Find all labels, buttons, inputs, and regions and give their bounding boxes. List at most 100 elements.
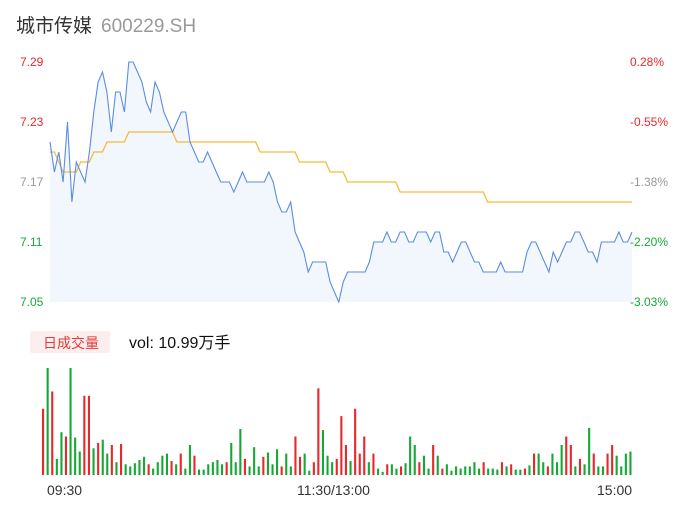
- volume-bar: [303, 453, 306, 475]
- volume-bar: [234, 462, 237, 475]
- volume-bar: [409, 436, 412, 475]
- volume-bar: [120, 444, 123, 475]
- volume-bar: [546, 466, 549, 475]
- volume-bar: [106, 453, 109, 475]
- average-price-line: [50, 131, 632, 203]
- volume-bar: [367, 462, 370, 475]
- y-tick-label-right: 0.28%: [630, 55, 664, 69]
- y-axis-right: 0.28% -0.55% -1.38% -2.20% -3.03%: [630, 55, 668, 309]
- volume-bar: [179, 453, 182, 475]
- volume-bars: [42, 368, 632, 476]
- volume-bar: [92, 448, 95, 476]
- volume-bar: [395, 468, 398, 475]
- volume-bar: [533, 453, 536, 475]
- volume-bar: [335, 458, 338, 475]
- volume-bar: [620, 466, 623, 475]
- volume-bar: [386, 464, 389, 475]
- volume-bar: [514, 469, 517, 475]
- volume-bar: [83, 395, 86, 475]
- volume-badge-label: 日成交量: [43, 335, 99, 351]
- volume-bar: [569, 445, 572, 475]
- volume-bar: [198, 469, 201, 475]
- volume-bar: [147, 464, 150, 475]
- volume-bar: [266, 452, 269, 475]
- volume-bar: [87, 395, 90, 475]
- volume-bar: [363, 436, 366, 475]
- stock-code: 600229.SH: [101, 16, 196, 37]
- volume-bar: [606, 453, 609, 475]
- volume-bar: [542, 462, 545, 475]
- volume-bar: [280, 466, 283, 475]
- volume-bar: [321, 430, 324, 475]
- volume-bar: [464, 466, 467, 475]
- volume-bar: [482, 462, 485, 475]
- time-tick-midday: 11:30/13:00: [297, 482, 370, 498]
- volume-bar: [358, 453, 361, 475]
- y-tick-label-right: -0.55%: [630, 115, 668, 129]
- volume-bar: [129, 466, 132, 475]
- volume-bar: [143, 456, 146, 475]
- volume-bar: [510, 464, 513, 475]
- volume-bar: [55, 458, 58, 475]
- volume-bar: [478, 468, 481, 475]
- volume-bar: [253, 447, 256, 475]
- volume-bar: [51, 391, 54, 475]
- volume-bar: [133, 463, 136, 475]
- volume-bar: [601, 466, 604, 475]
- volume-bar: [211, 462, 214, 475]
- volume-bar: [124, 464, 127, 475]
- volume-bar: [445, 464, 448, 475]
- volume-bar: [207, 464, 210, 475]
- volume-bar: [597, 466, 600, 475]
- volume-bar: [372, 453, 375, 475]
- volume-bar: [436, 455, 439, 475]
- volume-bar: [496, 469, 499, 475]
- volume-bar: [592, 453, 595, 475]
- volume-bar: [243, 458, 246, 475]
- volume-bar: [239, 429, 242, 475]
- volume-bar: [624, 453, 627, 475]
- volume-bar: [188, 445, 191, 475]
- volume-bar: [248, 466, 251, 475]
- volume-bar: [317, 388, 320, 475]
- volume-bar: [230, 442, 233, 475]
- volume-bar: [390, 464, 393, 475]
- volume-badge: [30, 331, 110, 353]
- volume-bar: [422, 455, 425, 475]
- volume-bar: [152, 468, 155, 475]
- volume-bar: [519, 469, 522, 475]
- volume-bar: [216, 460, 219, 475]
- y-tick-label-left: 7.29: [20, 55, 44, 69]
- volume-bar: [97, 442, 100, 475]
- y-tick-label-left: 7.23: [20, 115, 44, 129]
- volume-bar: [473, 462, 476, 475]
- volume-bar: [331, 462, 334, 475]
- volume-bar: [193, 455, 196, 475]
- volume-bar: [418, 462, 421, 475]
- stock-name: 城市传媒: [16, 15, 92, 37]
- volume-bar: [427, 468, 430, 475]
- volume-bar: [487, 468, 490, 475]
- volume-bar: [340, 416, 343, 475]
- volume-bar: [615, 455, 618, 475]
- price-line: [49, 61, 633, 304]
- volume-bar: [285, 453, 288, 475]
- volume-bar: [611, 445, 614, 475]
- volume-bar: [560, 445, 563, 475]
- volume-bar: [312, 462, 315, 475]
- volume-bar: [262, 456, 265, 475]
- volume-bar: [60, 432, 63, 475]
- y-tick-label-right: -3.03%: [630, 295, 668, 309]
- volume-bar: [276, 449, 279, 475]
- volume-bar: [491, 468, 494, 475]
- volume-bar: [202, 469, 205, 475]
- volume-bar: [170, 461, 173, 475]
- volume-bar: [413, 445, 416, 475]
- volume-bar: [349, 461, 352, 475]
- volume-bar: [354, 408, 357, 475]
- volume-bar: [271, 464, 274, 475]
- volume-bar: [101, 439, 104, 475]
- volume-bar: [69, 368, 72, 475]
- volume-bar: [565, 436, 568, 475]
